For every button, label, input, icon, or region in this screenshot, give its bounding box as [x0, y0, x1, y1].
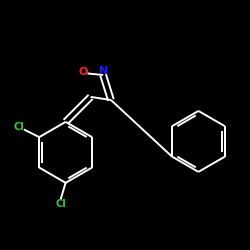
Text: Cl: Cl — [14, 122, 24, 132]
Text: N: N — [99, 66, 108, 76]
Text: O: O — [79, 67, 88, 77]
Text: Cl: Cl — [55, 199, 66, 209]
